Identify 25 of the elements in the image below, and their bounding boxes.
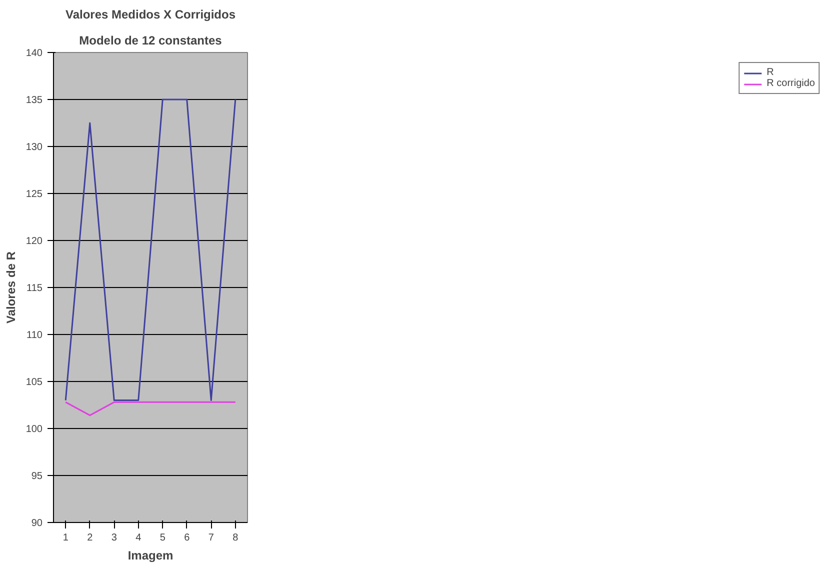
legend-label: R	[766, 67, 775, 78]
y-tick-label: 125	[26, 189, 43, 200]
legend-label: R corrigido	[766, 78, 815, 89]
x-tick-label: 8	[232, 532, 239, 544]
x-tick-label: 5	[160, 532, 166, 544]
y-tick-label: 130	[26, 142, 43, 153]
y-tick-label: 95	[31, 471, 43, 482]
y-tick-label: 105	[26, 377, 43, 388]
x-tick-label: 2	[87, 532, 94, 544]
x-tick-label: 4	[136, 532, 142, 544]
x-tick-label: 3	[111, 532, 118, 544]
y-tick-label: 90	[31, 518, 43, 529]
y-tick-label: 115	[26, 283, 43, 294]
x-tick-label: 7	[208, 532, 214, 544]
x-tick-label: 1	[62, 532, 69, 544]
y-tick-label: 110	[26, 330, 43, 341]
chart-title: Valores Medidos X Corrigidos	[65, 8, 236, 22]
y-tick-label: 135	[26, 95, 43, 106]
y-axis-title: Valores de R	[4, 251, 18, 324]
x-axis-title: Imagem	[128, 548, 174, 562]
y-tick-label: 120	[26, 236, 43, 247]
x-tick-label: 6	[184, 532, 190, 544]
y-tick-label: 140	[26, 48, 43, 59]
y-tick-label: 100	[26, 424, 43, 435]
chart-subtitle: Modelo de 12 constantes	[79, 34, 222, 48]
